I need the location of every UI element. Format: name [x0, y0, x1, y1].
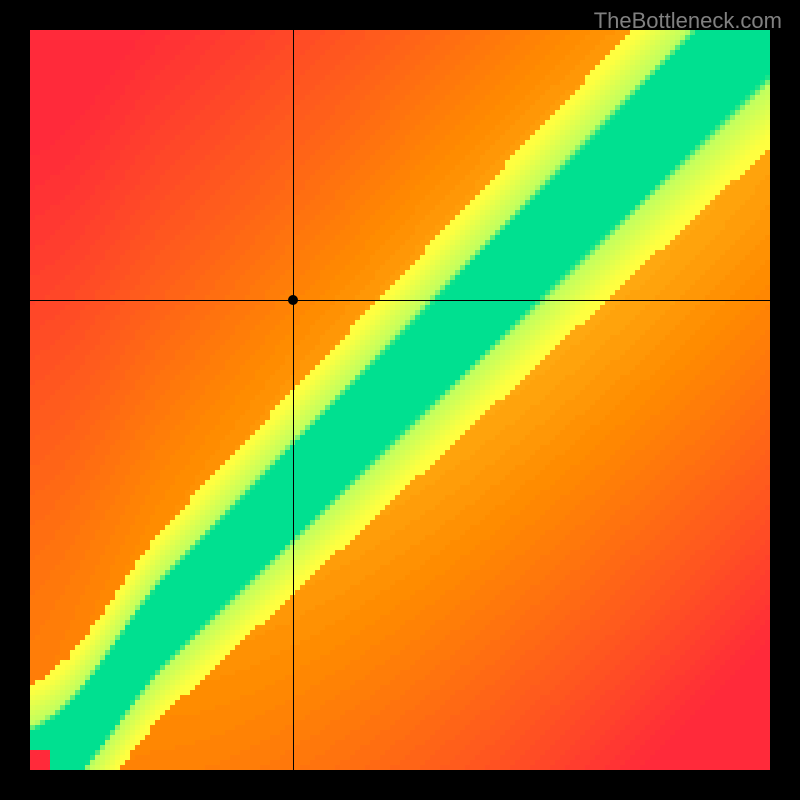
bottleneck-heatmap	[30, 30, 770, 770]
selected-point	[288, 295, 298, 305]
crosshair-horizontal	[30, 300, 770, 301]
watermark-text: TheBottleneck.com	[594, 8, 782, 34]
heatmap-canvas	[30, 30, 770, 770]
crosshair-vertical	[293, 30, 294, 770]
